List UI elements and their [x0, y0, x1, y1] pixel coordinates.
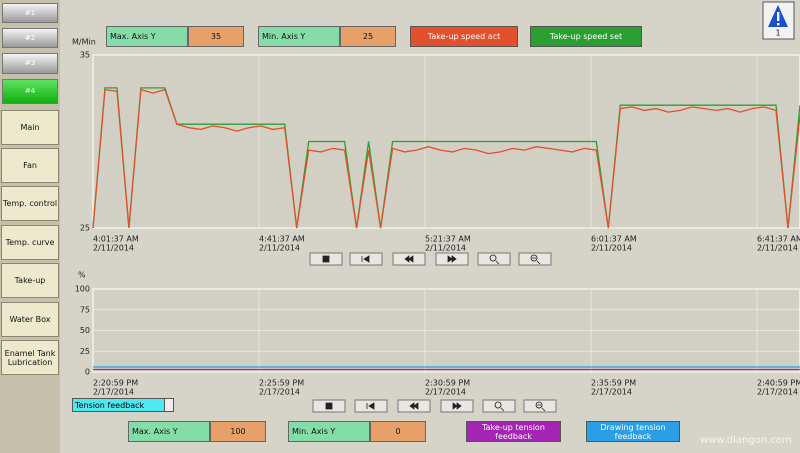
toolbar-icon: [325, 402, 333, 410]
axis-control-label: Min. Axis Y: [258, 26, 340, 47]
axis-control-value[interactable]: 25: [340, 26, 396, 47]
menu-button[interactable]: Take-up: [1, 263, 59, 298]
y-axis-label: M/Min: [72, 38, 96, 47]
selector-arrow: [164, 399, 173, 411]
warning-dot: [777, 23, 780, 26]
x-tick-time: 4:41:37 AM: [259, 235, 305, 244]
x-tick-date: 2/17/2014: [591, 388, 632, 397]
toolbar-icon: [447, 255, 457, 263]
x-tick-date: 2/11/2014: [425, 244, 466, 253]
channel-button[interactable]: #3: [2, 53, 58, 74]
x-tick-date: 2/17/2014: [757, 388, 798, 397]
x-tick-date: 2/17/2014: [425, 388, 466, 397]
x-tick-time: 6:41:37 AM: [757, 235, 800, 244]
menu-button[interactable]: Enamel Tank Lubrication: [1, 340, 59, 375]
x-tick-date: 2/11/2014: [591, 244, 632, 253]
watermark: www.diangon.com: [700, 435, 792, 446]
x-tick-date: 2/11/2014: [757, 244, 798, 253]
toolbar-icon: [494, 401, 505, 412]
channel-button[interactable]: #4: [2, 79, 58, 104]
menu-button[interactable]: Temp. control: [1, 186, 59, 221]
toolbar-icon: [404, 255, 414, 263]
axis-control-label: Max. Axis Y: [128, 421, 210, 442]
toolbar-button[interactable]: [477, 252, 511, 266]
toolbar-button[interactable]: [518, 252, 552, 266]
channel-button[interactable]: #2: [2, 28, 58, 48]
toolbar-icon: [366, 402, 375, 410]
axis-control-label: Max. Axis Y: [106, 26, 188, 47]
toolbar-icon: [530, 254, 541, 265]
alarm-count: 1: [775, 29, 780, 38]
y-tick-label: 25: [80, 347, 90, 356]
series-line: [92, 87, 800, 229]
y-tick-label: 25: [80, 224, 90, 233]
x-tick-time: 2:35:59 PM: [591, 379, 636, 388]
sidebar: #1 #2 #3 #4 Main Fan Temp. control Temp. curve T…: [0, 0, 60, 453]
x-tick-time: 2:40:59 PM: [757, 379, 800, 388]
x-tick-date: 2/11/2014: [259, 244, 300, 253]
y-tick-label: 100: [75, 285, 90, 294]
y-tick-label: 75: [80, 305, 90, 314]
menu-button[interactable]: Fan: [1, 148, 59, 183]
legend-button[interactable]: Take-up tension feedback: [466, 421, 561, 442]
legend-button[interactable]: Drawing tension feedback: [586, 421, 680, 442]
y-tick-label: 50: [80, 326, 90, 335]
x-tick-date: 2/11/2014: [93, 244, 134, 253]
menu-button[interactable]: Main: [1, 110, 59, 145]
x-tick-date: 2/17/2014: [259, 388, 300, 397]
toolbar-icon: [452, 402, 462, 410]
series-selector[interactable]: Tension feedback: [72, 398, 174, 412]
x-tick-time: 2:20:59 PM: [93, 379, 138, 388]
x-tick-date: 2/17/2014: [93, 388, 134, 397]
x-tick-time: 2:25:59 PM: [259, 379, 304, 388]
toolbar-icon: [489, 254, 500, 265]
channel-button[interactable]: #1: [2, 3, 58, 23]
warning-mark: [777, 12, 780, 21]
y-tick-label: 35: [80, 51, 90, 60]
legend-button[interactable]: Take-up speed set: [530, 26, 642, 47]
x-tick-time: 5:21:37 AM: [425, 235, 471, 244]
x-tick-time: 6:01:37 AM: [591, 235, 637, 244]
toolbar-button[interactable]: [482, 399, 516, 413]
y-tick-label: 0: [85, 368, 90, 377]
toolbar-icon: [361, 255, 370, 263]
menu-button[interactable]: Water Box: [1, 302, 59, 337]
axis-control-value[interactable]: 100: [210, 421, 266, 442]
toolbar-icon: [322, 255, 330, 263]
axis-control-value[interactable]: 0: [370, 421, 426, 442]
x-tick-time: 2:30:59 PM: [425, 379, 470, 388]
y-axis-label: %: [78, 271, 86, 280]
toolbar-icon: [535, 401, 546, 412]
toolbar-button[interactable]: [523, 399, 557, 413]
menu-button[interactable]: Temp. curve: [1, 225, 59, 260]
axis-control-label: Min. Axis Y: [288, 421, 370, 442]
legend-button[interactable]: Take-up speed act: [410, 26, 518, 47]
axis-control-value[interactable]: 35: [188, 26, 244, 47]
series-line: [92, 88, 800, 229]
toolbar-icon: [409, 402, 419, 410]
x-tick-time: 4:01:37 AM: [93, 235, 139, 244]
